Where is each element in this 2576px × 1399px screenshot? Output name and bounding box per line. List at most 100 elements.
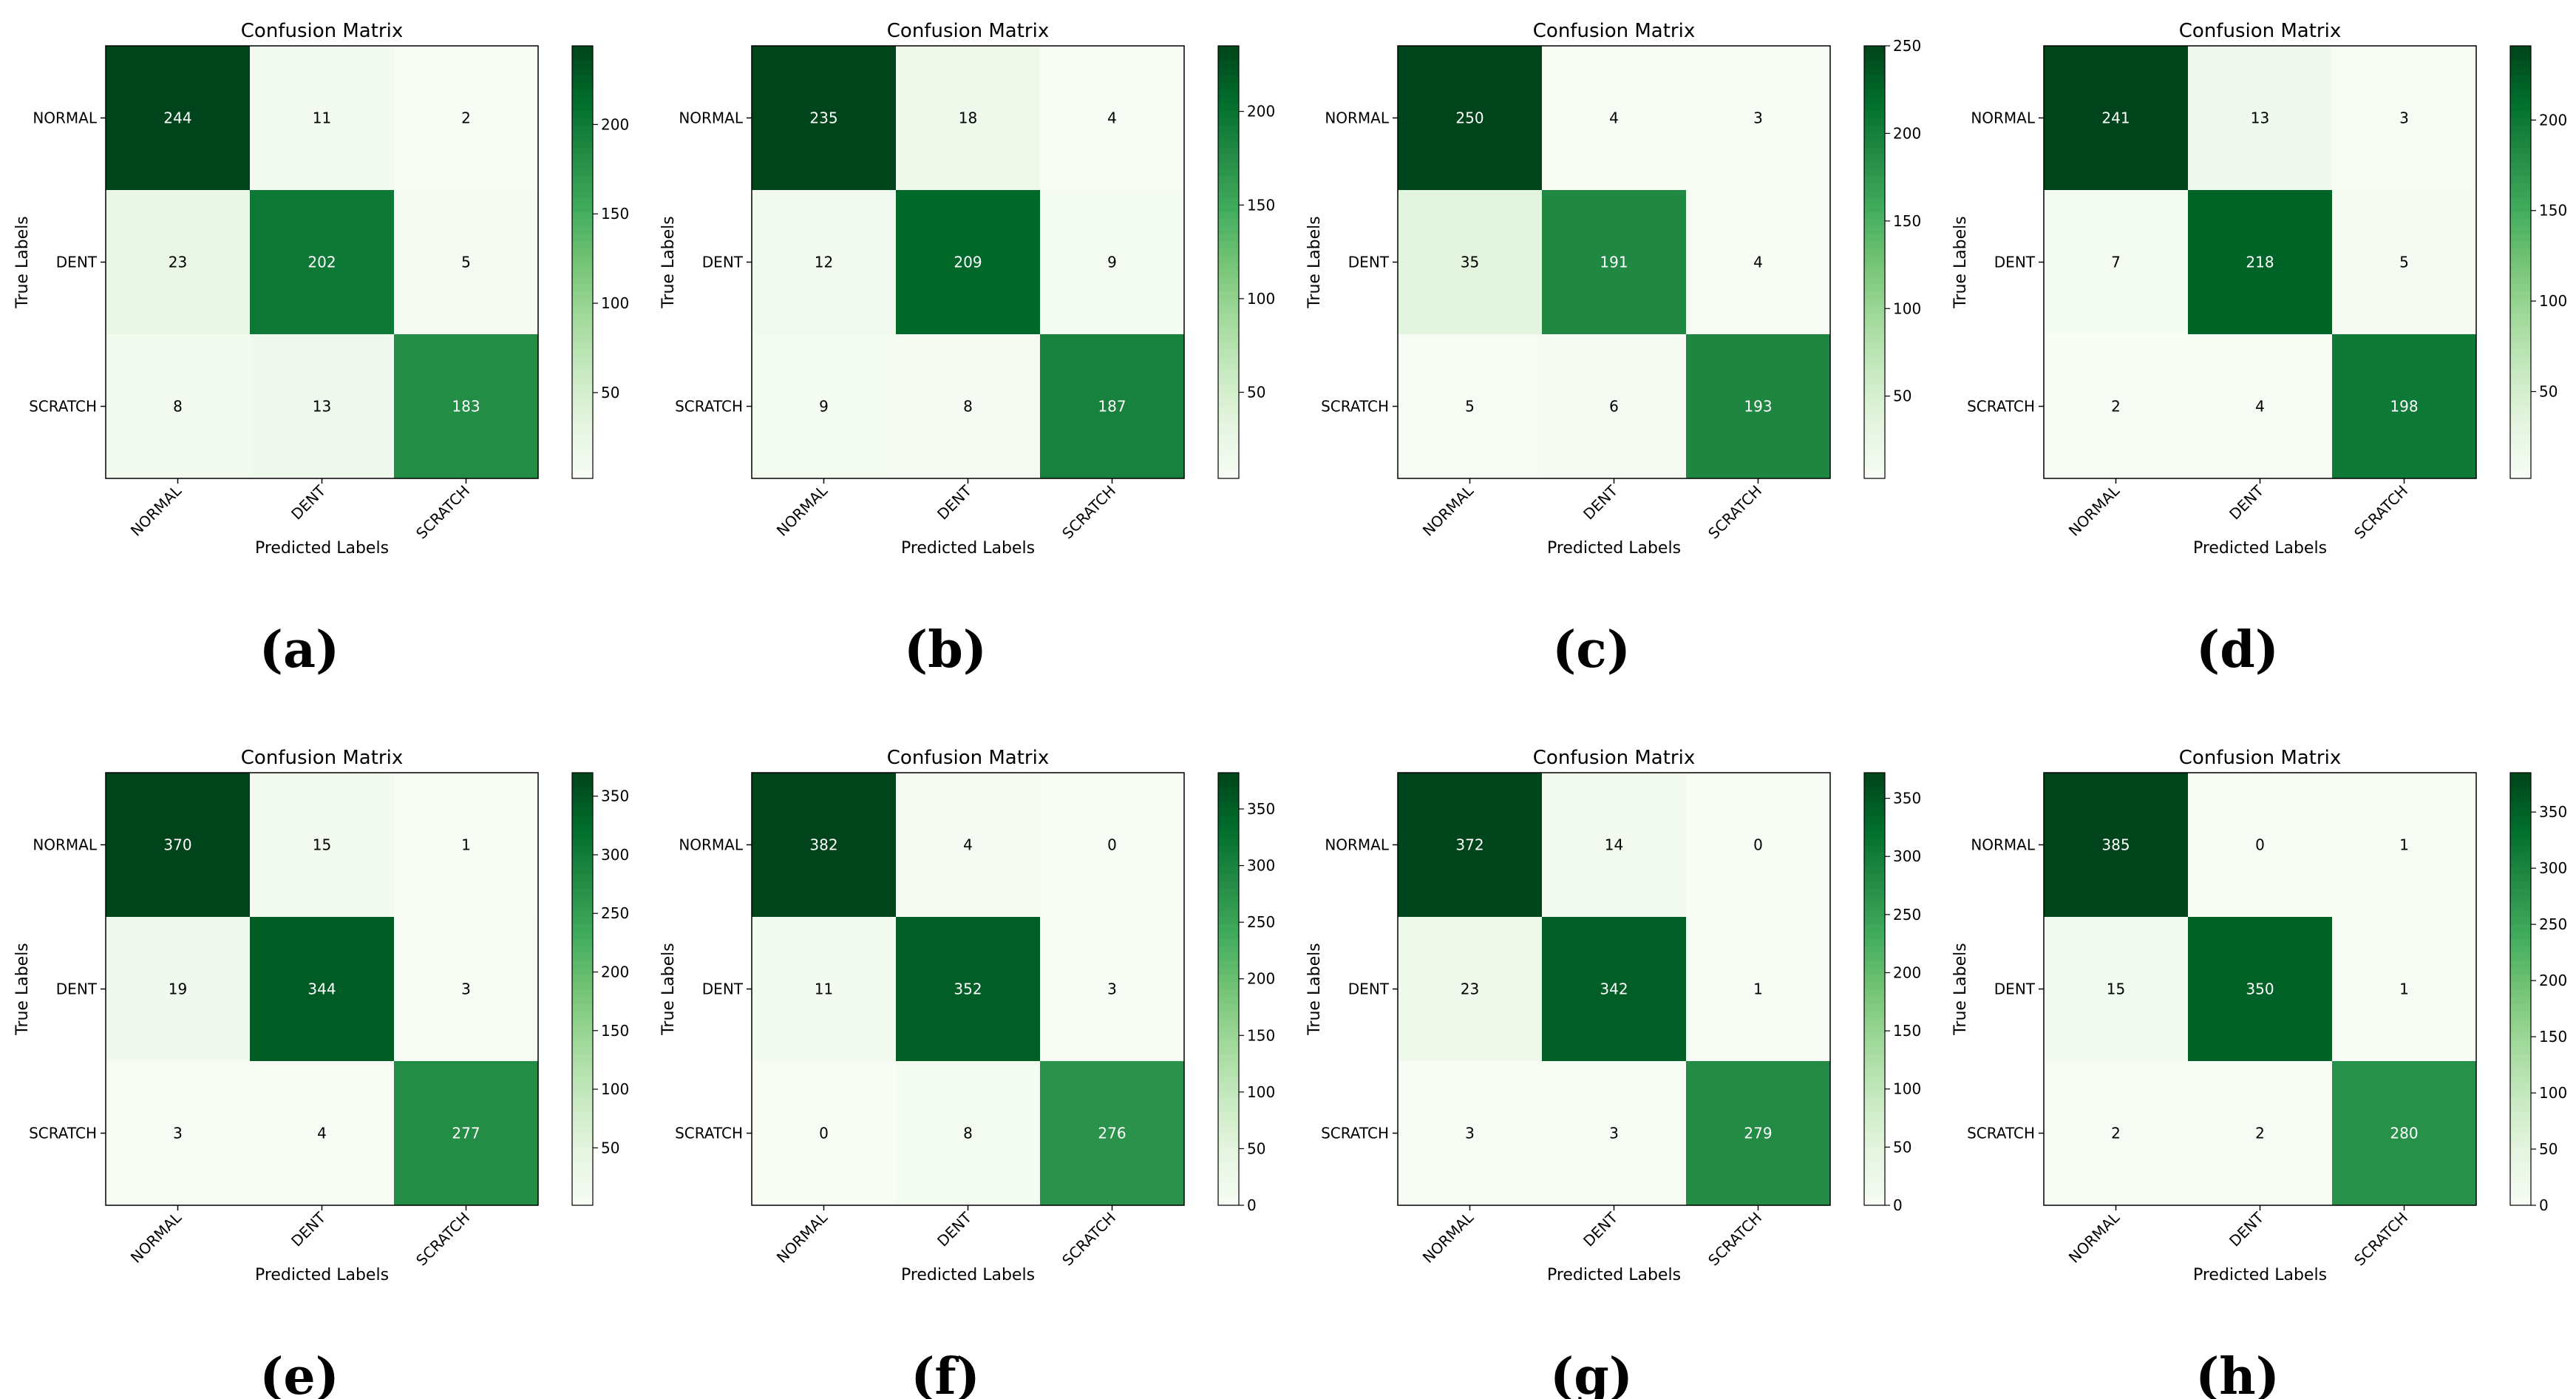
- colorbar-segment: [1218, 291, 1239, 299]
- heatmap-cell: [752, 46, 897, 191]
- colorbar-segment: [2510, 773, 2531, 781]
- cell-value-label: 7: [2111, 254, 2121, 271]
- colorbar-segment: [1218, 363, 1239, 371]
- colorbar-segment: [2510, 859, 2531, 867]
- colorbar-tick-label: 200: [1247, 970, 1275, 988]
- colorbar-segment: [1218, 233, 1239, 241]
- cell-value-label: 12: [815, 254, 833, 271]
- colorbar-segment: [572, 895, 593, 904]
- colorbar-segment: [2510, 139, 2531, 148]
- colorbar-frame: [1863, 772, 1886, 1206]
- cell-value-label: 279: [1744, 1125, 1772, 1142]
- colorbar-segment: [1864, 1154, 1885, 1163]
- heatmap-cell: [1398, 773, 1543, 918]
- heatmap-cell: [1542, 773, 1687, 918]
- heatmap-cell: [896, 46, 1041, 191]
- colorbar-tick-label: 250: [1247, 913, 1275, 931]
- colorbar-tick-label: 50: [1893, 1138, 1911, 1156]
- colorbar-segment: [1864, 1017, 1885, 1026]
- colorbar-tick-label: 50: [1247, 384, 1265, 402]
- colorbar-segment: [1864, 233, 1885, 241]
- colorbar-segment: [572, 1148, 593, 1156]
- colorbar-segment: [2510, 794, 2531, 802]
- cell-value-label: 344: [307, 980, 336, 998]
- colorbar-segment: [1864, 794, 1885, 802]
- heatmap-cell: [2188, 46, 2333, 191]
- colorbar-segment: [572, 802, 593, 810]
- colorbar-tick-label: 200: [1247, 103, 1275, 121]
- cell-value-label: 9: [819, 398, 829, 416]
- colorbar-tick-label: 50: [2539, 383, 2558, 401]
- colorbar-segment: [1218, 1032, 1239, 1040]
- colorbar-segment: [1864, 204, 1885, 212]
- colorbar-segment: [2510, 341, 2531, 350]
- heatmap-cell: [2188, 190, 2333, 335]
- colorbar-segment: [1864, 392, 1885, 400]
- colorbar-segment: [2510, 1003, 2531, 1012]
- chart-title: Confusion Matrix: [241, 747, 403, 769]
- colorbar-segment: [572, 1090, 593, 1098]
- colorbar-tick-label: 50: [1247, 1139, 1265, 1157]
- colorbar-segment: [572, 204, 593, 212]
- colorbar-segment: [1218, 1068, 1239, 1077]
- colorbar-tick-label: 350: [1247, 800, 1275, 818]
- colorbar-segment: [2510, 67, 2531, 75]
- cell-value-label: 5: [461, 254, 471, 271]
- colorbar-segment: [1218, 1083, 1239, 1091]
- colorbar-segment: [572, 413, 593, 421]
- colorbar-segment: [1864, 989, 1885, 997]
- colorbar-segment: [1864, 779, 1885, 788]
- heatmap-cell: [1040, 46, 1185, 191]
- colorbar-segment: [2510, 1148, 2531, 1156]
- panel-label: (d): [2196, 620, 2279, 680]
- colorbar-segment: [2510, 902, 2531, 910]
- colorbar-segment: [1218, 808, 1239, 817]
- heatmap-cell: [2188, 773, 2333, 918]
- colorbar-segment: [572, 873, 593, 881]
- colorbar-segment: [2510, 1104, 2531, 1112]
- colorbar-segment: [2510, 1097, 2531, 1105]
- heatmap-cell: [752, 190, 897, 335]
- colorbar-segment: [2510, 291, 2531, 299]
- colorbar-segment: [572, 219, 593, 227]
- y-tick-label: DENT: [1994, 254, 2036, 271]
- colorbar-segment: [2510, 435, 2531, 443]
- colorbar-segment: [1864, 154, 1885, 162]
- colorbar-segment: [1864, 960, 1885, 968]
- y-axis-label: True Labels: [1951, 943, 1970, 1036]
- colorbar-segment: [1864, 161, 1885, 169]
- colorbar-segment: [2510, 1025, 2531, 1033]
- heatmap-cell: [250, 46, 395, 191]
- heatmap-cell: [106, 190, 251, 335]
- cell-value-label: 4: [1609, 109, 1619, 127]
- colorbar-segment: [1218, 154, 1239, 162]
- colorbar-segment: [1864, 873, 1885, 881]
- colorbar-segment: [2510, 895, 2531, 904]
- y-tick-label: DENT: [702, 980, 744, 998]
- colorbar-segment: [1218, 1039, 1239, 1048]
- y-tick-label: NORMAL: [1325, 836, 1390, 854]
- colorbar-tick-label: 150: [2539, 1028, 2567, 1046]
- colorbar-segment: [2510, 298, 2531, 306]
- colorbar-tick-label: 100: [2539, 1084, 2567, 1102]
- colorbar-segment: [1864, 305, 1885, 314]
- colorbar-segment: [572, 787, 593, 795]
- colorbar-segment: [572, 248, 593, 256]
- heatmap-cell: [752, 334, 897, 479]
- y-tick-label: NORMAL: [679, 109, 744, 127]
- colorbar-segment: [572, 81, 593, 90]
- colorbar-segment: [2510, 204, 2531, 212]
- colorbar-segment: [2510, 385, 2531, 393]
- colorbar-tick-label: 100: [601, 1080, 629, 1098]
- colorbar-segment: [1218, 1125, 1239, 1134]
- colorbar-segment: [572, 837, 593, 846]
- colorbar-segment: [1864, 859, 1885, 867]
- colorbar-segment: [2510, 254, 2531, 263]
- colorbar-segment: [1864, 888, 1885, 896]
- chart-title: Confusion Matrix: [887, 20, 1049, 42]
- colorbar-segment: [1218, 866, 1239, 875]
- colorbar-segment: [1218, 60, 1239, 68]
- colorbar-segment: [1218, 873, 1239, 881]
- heatmap-cell: [2044, 1061, 2189, 1206]
- colorbar-segment: [1218, 1017, 1239, 1026]
